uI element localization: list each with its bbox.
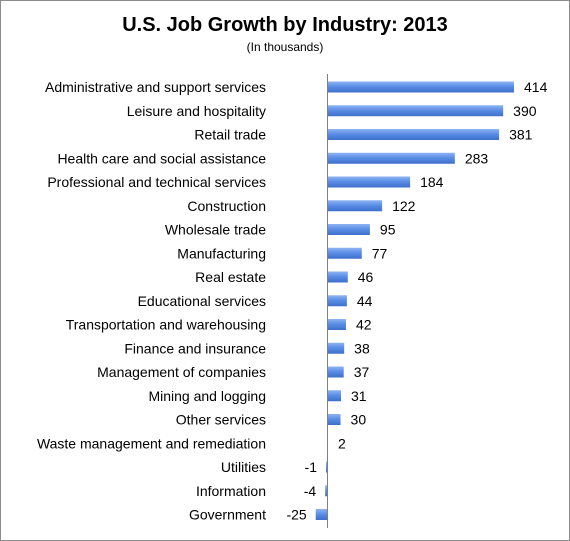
value-label: 283 xyxy=(465,150,489,166)
bar xyxy=(327,295,347,307)
bar xyxy=(327,414,341,425)
value-label: 381 xyxy=(509,127,533,143)
value-label: 37 xyxy=(354,364,370,380)
bar xyxy=(327,152,455,164)
category-label: Manufacturing xyxy=(177,245,266,261)
value-label: -1 xyxy=(305,459,318,475)
bar xyxy=(327,224,370,235)
category-label: Transportation and warehousing xyxy=(66,317,266,333)
value-label: 95 xyxy=(380,222,396,238)
bar xyxy=(327,390,342,402)
category-label: Utilities xyxy=(221,459,266,475)
value-label: -4 xyxy=(304,483,317,499)
category-label: Other services xyxy=(176,412,266,428)
value-label: 38 xyxy=(354,340,370,356)
chart-title: U.S. Job Growth by Industry: 2013 xyxy=(122,14,448,36)
bar xyxy=(327,129,500,140)
category-label: Information xyxy=(196,483,266,499)
bar xyxy=(327,247,362,259)
value-label: 44 xyxy=(357,293,373,309)
category-label: Mining and logging xyxy=(148,388,266,404)
category-label: Management of companies xyxy=(97,364,266,380)
value-label: 30 xyxy=(351,412,367,428)
value-label: 414 xyxy=(524,79,548,95)
value-label: 184 xyxy=(420,174,444,190)
value-label: 42 xyxy=(356,317,372,333)
bar xyxy=(327,319,346,330)
category-label: Real estate xyxy=(195,269,266,285)
category-label: Waste management and remediation xyxy=(37,435,266,451)
bar xyxy=(326,461,327,473)
bar xyxy=(327,271,348,283)
bar xyxy=(327,366,344,378)
category-label: Finance and insurance xyxy=(124,340,266,356)
category-label: Health care and social assistance xyxy=(57,150,266,166)
value-label: 46 xyxy=(358,269,374,285)
category-label: Construction xyxy=(187,198,266,214)
category-label: Professional and technical services xyxy=(47,174,266,190)
value-label: 31 xyxy=(351,388,367,404)
category-label: Leisure and hospitality xyxy=(127,103,266,119)
value-label: 2 xyxy=(338,435,346,451)
bar xyxy=(327,176,411,188)
bar xyxy=(327,342,345,354)
value-label: 122 xyxy=(392,198,416,214)
category-label: Retail trade xyxy=(194,127,266,143)
bar xyxy=(327,81,514,93)
bar xyxy=(315,509,327,520)
category-label: Administrative and support services xyxy=(45,79,266,95)
value-label: -25 xyxy=(286,507,306,523)
value-label: 390 xyxy=(513,103,537,119)
value-label: 77 xyxy=(372,245,388,261)
bar xyxy=(325,485,327,497)
bar xyxy=(327,200,383,212)
category-label: Wholesale trade xyxy=(165,222,266,238)
category-label: Educational services xyxy=(138,293,266,309)
chart-subtitle: (In thousands) xyxy=(246,40,324,54)
bar xyxy=(327,105,504,117)
category-label: Government xyxy=(189,507,266,523)
